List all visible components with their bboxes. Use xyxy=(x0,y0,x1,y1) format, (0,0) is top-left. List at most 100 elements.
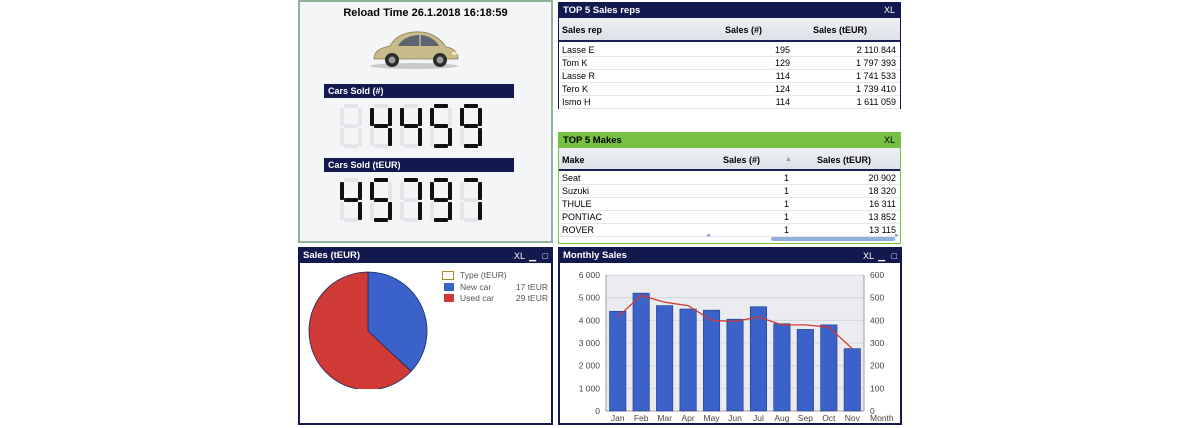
export-xl-button[interactable]: XL xyxy=(883,135,895,145)
x-axis-label: Month xyxy=(870,413,894,423)
top-sales-reps-panel: TOP 5 Sales reps XL Sales rep Sales (#) … xyxy=(558,2,901,109)
scroll-left-icon[interactable]: ◄ xyxy=(705,233,711,239)
sort-ascending-icon[interactable]: ▲ xyxy=(785,156,792,163)
bar-jul[interactable] xyxy=(749,306,767,412)
minimize-icon[interactable]: ▁ xyxy=(529,251,536,261)
bar-sep[interactable] xyxy=(796,329,814,412)
x-tick-label: Mar xyxy=(657,413,672,423)
bar-jan[interactable] xyxy=(609,310,627,412)
x-tick-label: Oct xyxy=(822,413,836,423)
y-tick-label: 5 000 xyxy=(579,293,601,303)
table-cell: 2 110 844 xyxy=(856,45,896,55)
pie-slice-used-car[interactable] xyxy=(308,271,412,389)
x-tick-label: Jul xyxy=(753,413,764,423)
column-header-sales-count[interactable]: Sales (#) xyxy=(725,25,763,35)
y-tick-label: 4 000 xyxy=(579,315,601,325)
table-row[interactable]: Lasse R 114 1 741 533 xyxy=(559,70,900,83)
lcd-digit xyxy=(340,178,362,222)
legend-item-new-car: New car 17 tEUR xyxy=(442,282,550,292)
cars-sold-title: Cars Sold (#) xyxy=(324,84,514,98)
maximize-icon[interactable]: □ xyxy=(542,251,548,261)
export-xl-button[interactable]: XL xyxy=(883,5,895,15)
sales-pie-header: Sales (tEUR) XL ▁ □ xyxy=(300,249,551,263)
x-tick-label: Jan xyxy=(611,413,625,423)
bar-feb[interactable] xyxy=(632,292,650,412)
x-tick-label: Sep xyxy=(798,413,813,423)
column-header-make[interactable]: Make xyxy=(562,155,585,165)
reload-time-label: Reload Time 26.1.2018 16:18:59 xyxy=(343,7,508,19)
table-cell: 13 115 xyxy=(869,225,896,235)
y2-tick-label: 100 xyxy=(870,383,884,393)
lcd-digit xyxy=(460,178,482,222)
bar-apr[interactable] xyxy=(679,308,697,412)
bar-oct[interactable] xyxy=(820,324,838,412)
table-row[interactable]: THULE 1 16 311 xyxy=(559,198,900,211)
sales-pie-title: Sales (tEUR) xyxy=(303,250,361,261)
table-row[interactable]: Seat 1 20 902 xyxy=(559,172,900,185)
y-tick-label: 1 000 xyxy=(579,383,601,393)
column-header-sales-rep[interactable]: Sales rep xyxy=(562,25,603,35)
table-row[interactable]: Suzuki 1 18 320 xyxy=(559,185,900,198)
cars-sold-eur-title: Cars Sold (tEUR) xyxy=(324,158,514,172)
table-cell: PONTIAC xyxy=(562,212,603,222)
table-cell: Lasse R xyxy=(562,71,596,81)
bar-aug[interactable] xyxy=(773,323,791,412)
column-header-sales-count[interactable]: Sales (#) xyxy=(723,155,761,165)
horizontal-scrollbar[interactable]: ◄ ► xyxy=(705,233,901,242)
bar-mar[interactable] xyxy=(656,305,674,412)
pie-legend: Type (tEUR) New car 17 tEUR Used car 29 … xyxy=(442,268,552,308)
top-makes-header: TOP 5 Makes XL xyxy=(559,133,900,148)
table-cell: Seat xyxy=(562,173,581,183)
table-row[interactable]: Tero K 124 1 739 410 xyxy=(559,83,900,96)
legend-icon[interactable] xyxy=(442,271,454,280)
column-header-sales-teur[interactable]: Sales (tEUR) xyxy=(813,25,868,35)
legend-swatch-new-car xyxy=(444,283,454,291)
table-cell: 1 xyxy=(783,212,789,222)
x-tick-label: Jun xyxy=(728,413,742,423)
table-row[interactable]: PONTIAC 1 13 852 xyxy=(559,211,900,224)
table-cell: 114 xyxy=(775,97,790,107)
table-cell: 16 311 xyxy=(869,199,896,209)
maximize-icon[interactable]: □ xyxy=(891,251,897,261)
y-tick-label: 2 000 xyxy=(579,361,601,371)
table-row[interactable]: Lasse E 195 2 110 844 xyxy=(559,44,900,57)
cars-sold-display xyxy=(340,104,482,148)
scrollbar-thumb[interactable] xyxy=(771,237,895,241)
table-cell: 18 320 xyxy=(868,186,896,196)
export-xl-button[interactable]: XL xyxy=(862,251,874,261)
table-cell: 20 902 xyxy=(868,173,896,183)
table-cell: ROVER xyxy=(562,225,595,235)
y2-tick-label: 500 xyxy=(870,293,884,303)
table-header: Make Sales (#) ▲ Sales (tEUR) xyxy=(559,148,900,171)
table-row[interactable]: Ismo H 114 1 611 059 xyxy=(559,96,900,109)
x-tick-label: Nov xyxy=(845,413,861,423)
table-cell: 1 xyxy=(783,173,789,183)
table-cell: 195 xyxy=(774,45,790,55)
table-cell: THULE xyxy=(562,199,592,209)
lcd-digit xyxy=(400,178,422,222)
lcd-digit xyxy=(430,104,452,148)
pie-slice-new-car[interactable] xyxy=(367,271,428,372)
y-tick-label: 0 xyxy=(595,406,600,416)
column-header-sales-teur[interactable]: Sales (tEUR) xyxy=(817,155,872,165)
bar-jun[interactable] xyxy=(726,318,744,412)
scroll-right-icon[interactable]: ► xyxy=(894,233,900,239)
sales-pie-chart xyxy=(308,271,428,389)
table-row[interactable]: ROVER 1 13 115 xyxy=(559,224,900,237)
bar-nov[interactable] xyxy=(843,348,861,412)
table-cell: 1 xyxy=(783,186,789,196)
minimize-icon[interactable]: ▁ xyxy=(878,251,885,261)
table-row[interactable]: Tom K 129 1 797 393 xyxy=(559,57,900,70)
lcd-digit xyxy=(430,178,452,222)
table-cell: 1 739 410 xyxy=(855,84,896,94)
cars-sold-eur-display xyxy=(340,178,482,222)
line-series[interactable] xyxy=(617,294,853,350)
top-sales-reps-title: TOP 5 Sales reps xyxy=(563,5,641,16)
top-makes-panel: TOP 5 Makes XL Make Sales (#) ▲ Sales (t… xyxy=(558,132,901,244)
bar-may[interactable] xyxy=(703,309,721,412)
table-cell: 1 xyxy=(783,225,789,235)
table-cell: 1 797 393 xyxy=(855,58,896,68)
export-xl-button[interactable]: XL xyxy=(513,251,525,261)
y2-tick-label: 0 xyxy=(870,406,875,416)
table-cell: 1 741 533 xyxy=(855,71,896,81)
